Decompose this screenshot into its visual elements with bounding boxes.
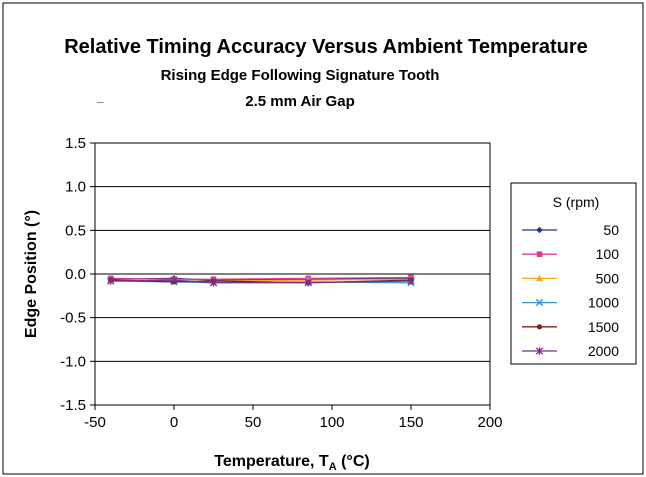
- y-tick-label: 0.5: [65, 222, 86, 239]
- y-axis-title: Edge Position (°): [23, 210, 40, 338]
- legend-marker: [536, 324, 543, 330]
- legend-item: 50: [522, 222, 619, 238]
- x-tick-label: 150: [398, 414, 423, 431]
- x-axis-title-main: Temperature, T: [214, 453, 329, 470]
- y-tick-label: -1.5: [60, 397, 86, 414]
- series-2000: [107, 276, 415, 287]
- legend-title: S (rpm): [553, 194, 600, 210]
- gridlines: [95, 186, 490, 362]
- legend-box: [510, 182, 637, 365]
- y-tick-label: -1.0: [60, 353, 86, 370]
- chart-title: Relative Timing Accuracy Versus Ambient …: [64, 36, 588, 58]
- y-tick-label: 1.0: [65, 179, 86, 196]
- legend-label: 2000: [588, 343, 619, 359]
- data-point: [407, 277, 415, 285]
- chart-subtitle-2: 2.5 mm Air Gap: [245, 93, 354, 110]
- x-axis-title: Temperature, TA (°C): [214, 453, 369, 473]
- y-tick-label: 1.5: [65, 135, 86, 152]
- legend-label: 100: [596, 246, 620, 262]
- x-axis: -50 0 50 100 150 200: [84, 405, 503, 431]
- y-tick-label: -0.5: [60, 310, 86, 327]
- y-tick-label: 0.0: [65, 266, 86, 283]
- x-tick-label: 50: [245, 414, 262, 431]
- legend-item: 100: [522, 246, 619, 262]
- stray-mark: _: [96, 90, 104, 104]
- legend-marker: [536, 251, 543, 257]
- data-point: [209, 278, 218, 287]
- legend-marker: [535, 274, 544, 282]
- data-point: [304, 278, 312, 287]
- legend-item: 1500: [522, 319, 619, 335]
- data-point: [107, 277, 115, 285]
- legend-label: 500: [596, 270, 620, 286]
- y-axis: 1.5 1.0 0.5 0.0 -0.5 -1.0 -1.5: [60, 135, 95, 414]
- legend-item: 500: [522, 270, 619, 286]
- data-point: [170, 276, 178, 284]
- legend-marker: [535, 347, 544, 355]
- x-tick-label: 100: [319, 414, 344, 431]
- chart-subtitle: Rising Edge Following Signature Tooth: [161, 67, 440, 84]
- legend-item: 1000: [522, 295, 619, 311]
- x-axis-title-subscript: A: [329, 461, 337, 473]
- legend-item: 2000: [522, 343, 619, 359]
- x-tick-label: 0: [170, 414, 178, 431]
- x-tick-label: 200: [477, 414, 502, 431]
- legend-label: 50: [603, 222, 619, 238]
- legend-marker: [535, 298, 544, 307]
- x-tick-label: -50: [84, 414, 106, 431]
- x-axis-title-unit: (°C): [337, 453, 370, 470]
- legend-marker: [536, 226, 543, 234]
- legend: S (rpm) 50 100 500 1000 1500 2000: [510, 182, 637, 365]
- legend-label: 1500: [588, 319, 619, 335]
- legend-label: 1000: [588, 295, 619, 311]
- series-layer: [107, 274, 415, 287]
- legend-items: 50 100 500 1000 1500 2000: [522, 222, 619, 359]
